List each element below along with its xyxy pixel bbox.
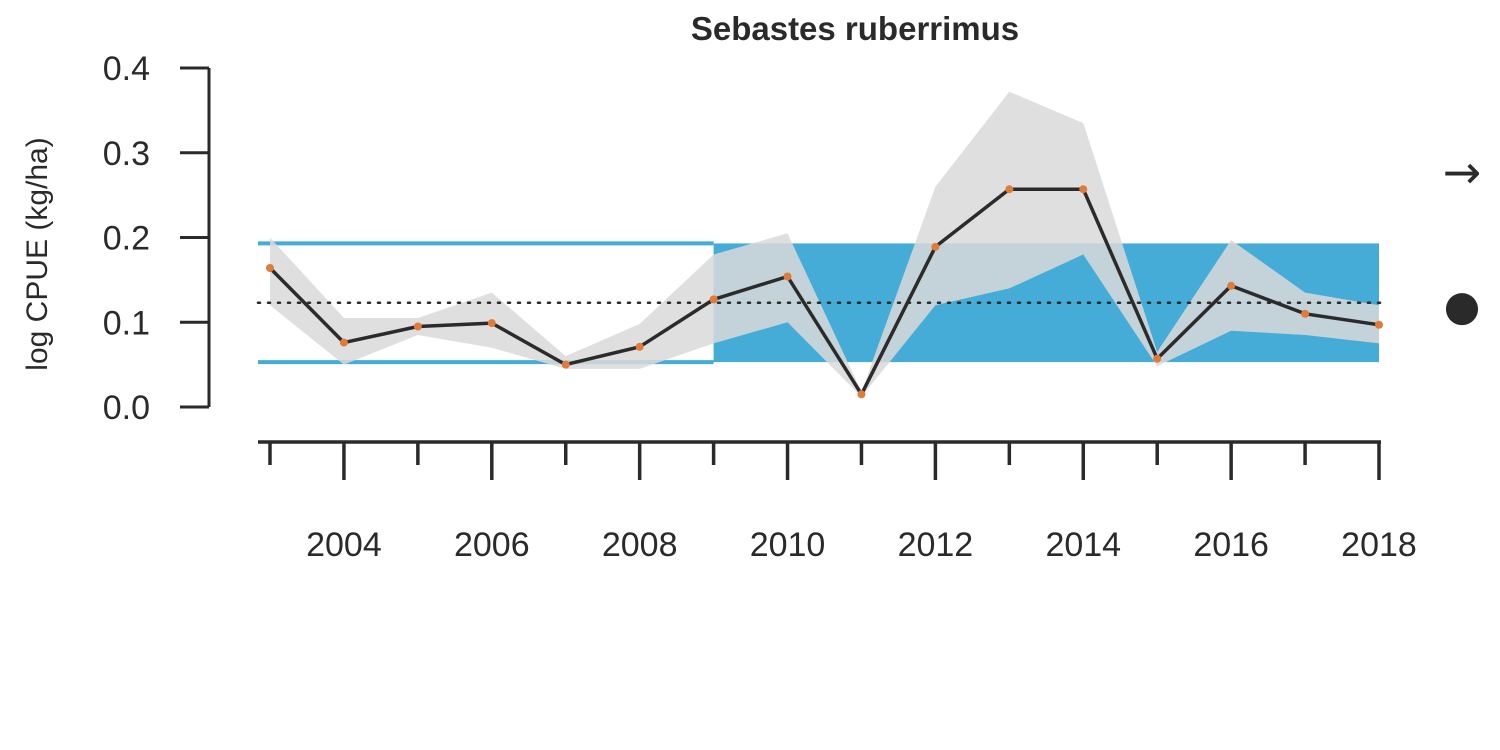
data-point-2018 (1375, 320, 1383, 329)
data-point-2014 (1079, 185, 1088, 194)
x-tick-label: 2018 (1341, 526, 1417, 564)
data-point-2011 (857, 390, 866, 399)
y-tick-label: 0.1 (103, 304, 150, 342)
y-tick-label: 0.3 (103, 135, 150, 173)
data-point-2015 (1153, 354, 1162, 363)
data-point-2008 (635, 342, 644, 351)
x-axis: 2004 2006 2008 2010 2012 2014 2016 2018 (258, 440, 1417, 564)
y-tick-label: 0.0 (103, 389, 150, 427)
data-point-2003 (266, 264, 274, 273)
data-point-2006 (487, 319, 496, 328)
data-point-2012 (931, 242, 940, 251)
chart-title: Sebastes ruberrimus (691, 10, 1019, 47)
trend-arrow-icon: → (1443, 145, 1482, 199)
x-tick-label: 2014 (1045, 526, 1121, 564)
y-axis: 0.0 0.1 0.2 0.3 0.4 (103, 50, 211, 427)
series-line (268, 187, 1380, 397)
data-point-2013 (1005, 185, 1014, 194)
data-points (266, 185, 1383, 399)
x-tick-label: 2016 (1193, 526, 1269, 564)
data-point-2016 (1227, 281, 1236, 290)
data-point-2007 (561, 360, 570, 369)
series-polyline (268, 187, 1380, 397)
x-tick-label: 2004 (306, 526, 382, 564)
y-tick-label: 0.4 (103, 50, 150, 88)
data-point-2010 (783, 272, 792, 281)
y-tick-label: 0.2 (103, 220, 150, 258)
x-tick-label: 2010 (750, 526, 826, 564)
x-tick-label: 2008 (602, 526, 678, 564)
data-point-2004 (339, 338, 348, 347)
y-axis-title: log CPUE (kg/ha) (21, 137, 54, 370)
data-point-2005 (413, 322, 422, 331)
status-dot-icon: ● (1444, 281, 1481, 330)
data-point-2009 (709, 295, 718, 304)
data-point-2017 (1301, 309, 1310, 318)
x-tick-label: 2012 (898, 526, 974, 564)
x-tick-label: 2006 (454, 526, 530, 564)
